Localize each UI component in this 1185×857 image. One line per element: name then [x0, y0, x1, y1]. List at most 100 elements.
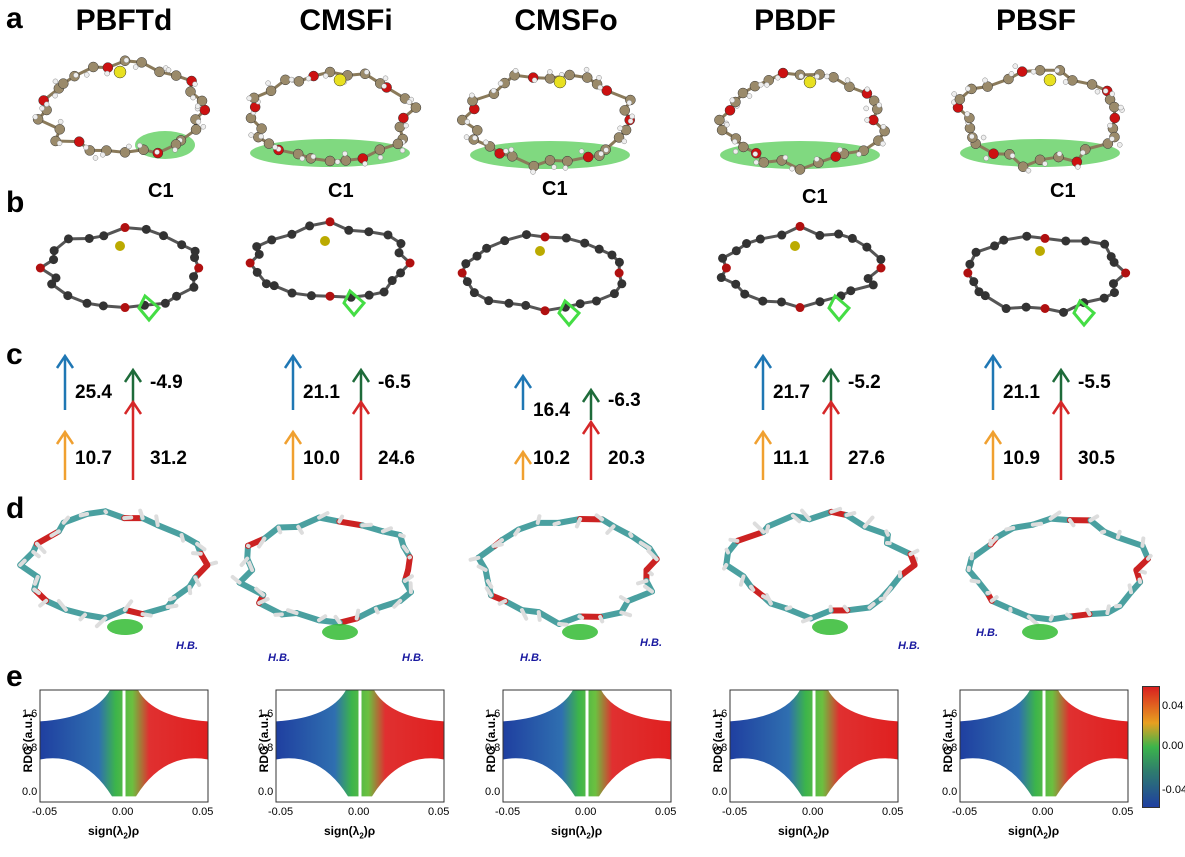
rdg-ytick-2-1: 1.6 [258, 708, 274, 720]
hb-label-2-2: H.B. [402, 652, 424, 664]
structure-b-5 [963, 231, 1131, 328]
value-red-4: 27.6 [848, 448, 885, 469]
panel-label-c: c [6, 338, 23, 371]
c1-label-2: C1 [328, 180, 354, 202]
hb-label-1-1: H.B. [176, 640, 198, 652]
arrow-green-3 [581, 387, 601, 420]
arrow-blue-4 [753, 353, 773, 410]
structure-d-4 [722, 506, 920, 635]
c1-label-1: C1 [148, 180, 174, 202]
rdg-xtick-1-3: 0.05 [192, 806, 214, 818]
value-green-2: -6.5 [378, 372, 411, 393]
value-orange-1: 10.7 [75, 448, 112, 469]
rdg-ytick-4-2: 0.8 [712, 742, 728, 754]
structure-a-4 [714, 67, 890, 175]
rdg-ytick-5-1: 1.6 [942, 708, 958, 720]
rdg-ytick-2-2: 0.8 [258, 742, 274, 754]
rdg-xtick-1-2: 0.00 [112, 806, 134, 818]
rdg-ytick-2-3: 0.0 [258, 786, 274, 798]
panel-label-a: a [6, 2, 23, 35]
structure-a-3 [457, 66, 636, 175]
rdg-ytick-3-1: 1.6 [485, 708, 501, 720]
rdg-xlabel-3: sign(λ2)ρ [551, 824, 603, 841]
colorbar-tick-mid: 0.00 [1162, 740, 1184, 752]
hb-label-3-1: H.B. [520, 652, 542, 664]
colorbar-tick-bottom: -0.04 [1162, 784, 1185, 796]
value-red-1: 31.2 [150, 448, 187, 469]
value-red-3: 20.3 [608, 448, 645, 469]
structure-b-3 [457, 230, 627, 328]
hb-label-3-2: H.B. [640, 637, 662, 649]
rdg-ytick-1-1: 1.6 [22, 708, 38, 720]
c1-label-3: C1 [542, 178, 568, 200]
molecule-name-4: PBDF [754, 4, 836, 37]
rdg-xtick-2-3: 0.05 [428, 806, 450, 818]
value-green-5: -5.5 [1078, 372, 1111, 393]
hb-label-2-1: H.B. [268, 652, 290, 664]
rdg-ytick-5-2: 0.8 [942, 742, 958, 754]
colorbar-tick-top: 0.04 [1162, 700, 1184, 712]
rdg-ytick-4-3: 0.0 [712, 786, 728, 798]
rdg-xtick-2-1: -0.05 [268, 806, 294, 818]
rdg-xlabel-2: sign(λ2)ρ [324, 824, 376, 841]
molecule-name-2: CMSFi [299, 4, 393, 37]
value-orange-4: 11.1 [773, 448, 809, 469]
panel-b-structures [35, 217, 1131, 328]
panel-label-e: e [6, 660, 23, 693]
structure-a-2 [245, 66, 422, 167]
value-red-5: 30.5 [1078, 448, 1115, 469]
panel-label-d: d [6, 492, 25, 525]
value-blue-3: 16.4 [533, 400, 570, 421]
structure-a-1 [32, 55, 211, 161]
panel-d-structures [17, 506, 1153, 640]
rdg-ytick-3-3: 0.0 [485, 786, 501, 798]
rdg-xlabel-4: sign(λ2)ρ [778, 824, 830, 841]
rdg-xtick-4-2: 0.00 [802, 806, 824, 818]
arrow-orange-2 [283, 429, 303, 480]
value-blue-2: 21.1 [303, 382, 340, 403]
arrow-red-5 [1051, 399, 1071, 480]
value-blue-1: 25.4 [75, 382, 112, 403]
arrow-blue-2 [283, 353, 303, 410]
value-blue-5: 21.1 [1003, 382, 1040, 403]
arrow-blue-3 [513, 373, 533, 410]
structure-d-5 [965, 510, 1153, 640]
rdg-xtick-3-3: 0.05 [655, 806, 677, 818]
rdg-xlabel-5: sign(λ2)ρ [1008, 824, 1060, 841]
value-green-1: -4.9 [150, 372, 183, 393]
panel-label-b: b [6, 186, 25, 219]
molecule-name-3: CMSFo [514, 4, 618, 37]
rdg-xtick-5-2: 0.00 [1032, 806, 1054, 818]
value-orange-2: 10.0 [303, 448, 340, 469]
structure-b-1 [35, 223, 204, 323]
structure-a-5 [951, 63, 1125, 174]
panel-a-structures [32, 55, 1125, 175]
rdg-xtick-2-2: 0.00 [348, 806, 370, 818]
rdg-xtick-4-1: -0.05 [722, 806, 748, 818]
structure-d-3 [468, 513, 660, 640]
arrow-red-4 [821, 399, 841, 480]
arrow-red-2 [351, 399, 371, 480]
value-orange-3: 10.2 [533, 448, 570, 469]
rdg-ytick-4-1: 1.6 [712, 708, 728, 720]
rdg-ytick-5-3: 0.0 [942, 786, 958, 798]
arrow-blue-5 [983, 353, 1003, 410]
value-orange-5: 10.9 [1003, 448, 1040, 469]
c1-label-5: C1 [1050, 180, 1076, 202]
arrow-orange-1 [55, 429, 75, 480]
rdg-xlabel-1: sign(λ2)ρ [88, 824, 140, 841]
arrow-blue-1 [55, 353, 75, 410]
rdg-xtick-1-1: -0.05 [32, 806, 58, 818]
rdg-ytick-3-2: 0.8 [485, 742, 501, 754]
structure-d-2 [230, 511, 414, 640]
rdg-xtick-3-1: -0.05 [495, 806, 521, 818]
value-red-2: 24.6 [378, 448, 415, 469]
value-green-3: -6.3 [608, 390, 641, 411]
arrow-orange-3 [513, 449, 533, 480]
c1-label-4: C1 [802, 186, 828, 208]
arrow-red-1 [123, 399, 143, 480]
rdg-xtick-4-3: 0.05 [882, 806, 904, 818]
hb-label-4-1: H.B. [898, 640, 920, 652]
rdg-ytick-1-3: 0.0 [22, 786, 38, 798]
structure-b-4 [716, 221, 886, 323]
